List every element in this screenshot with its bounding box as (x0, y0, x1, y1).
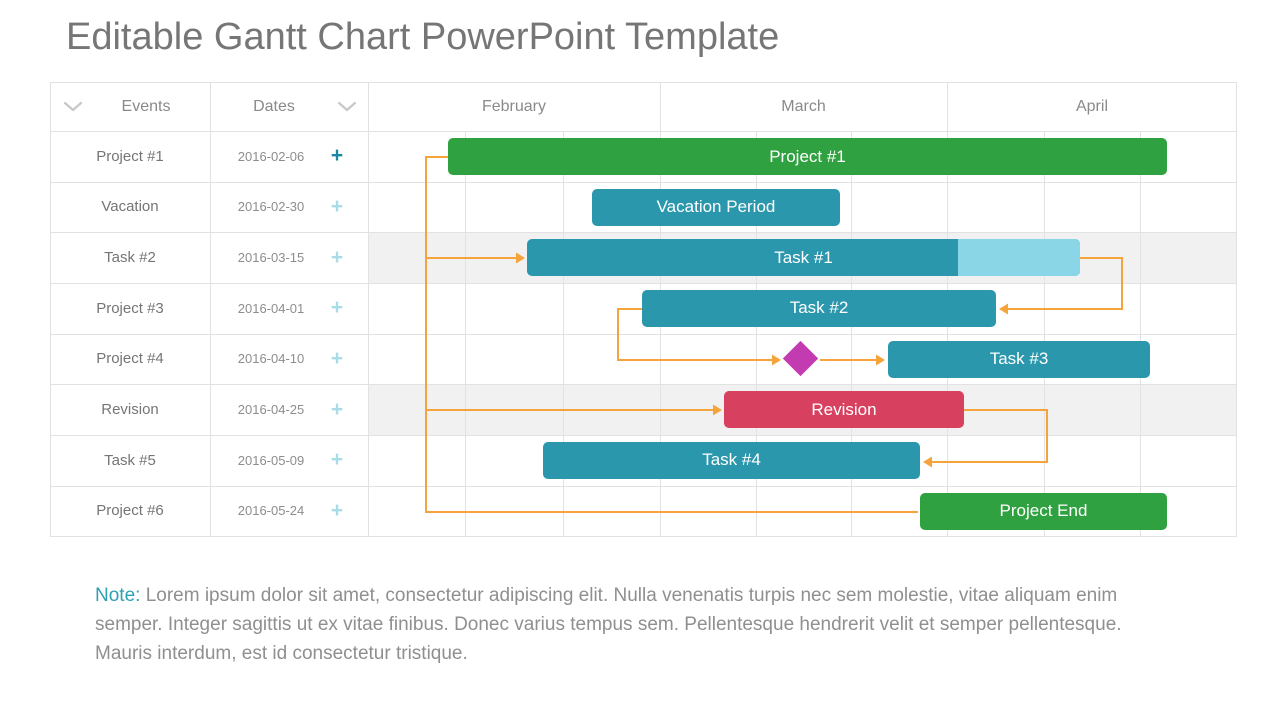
date-cell: 2016-04-25 (237, 402, 305, 418)
add-icon[interactable]: + (330, 296, 344, 320)
date-cell: 2016-04-10 (237, 351, 305, 367)
grid-subline (1140, 131, 1141, 536)
connector-arrowhead-icon (772, 354, 781, 366)
gantt-bar-label: Task #2 (789, 298, 849, 318)
gantt-bar[interactable]: Task #2 (642, 289, 996, 327)
gantt-bar[interactable]: Project #1 (448, 138, 1167, 175)
grid-hline (50, 536, 1237, 537)
gantt-bar-label: Task #1 (774, 247, 833, 267)
date-cell: 2016-02-06 (237, 148, 305, 164)
milestone-diamond[interactable] (782, 341, 818, 377)
gantt-bar[interactable]: Project End (920, 492, 1167, 530)
add-icon[interactable]: + (330, 144, 344, 168)
note-text: Note: Lorem ipsum dolor sit amet, consec… (95, 581, 1140, 668)
gantt-bar[interactable]: Vacation Period (592, 188, 840, 226)
note-body: Lorem ipsum dolor sit amet, consectetur … (95, 585, 1122, 664)
gantt-bar[interactable]: Task #4 (543, 441, 920, 479)
gantt-bar-label: Vacation Period (656, 197, 776, 217)
events-column-header: Events (50, 82, 210, 131)
grid-vline (368, 82, 369, 536)
event-cell: Vacation (101, 198, 159, 216)
chevron-down-icon[interactable] (64, 101, 82, 112)
event-cell: Project #1 (96, 147, 164, 165)
add-icon[interactable]: + (330, 194, 344, 218)
events-header-label: Events (121, 97, 171, 115)
grid-vline (1236, 82, 1237, 536)
grid-hline (50, 82, 1237, 83)
add-icon[interactable]: + (330, 397, 344, 421)
connector-arrowhead-icon (876, 354, 885, 366)
event-cell: Task #2 (104, 249, 156, 267)
add-icon[interactable]: + (330, 245, 344, 269)
date-cell: 2016-02-30 (237, 199, 305, 215)
dates-column-header: Dates (210, 82, 368, 131)
add-icon[interactable]: + (330, 448, 344, 472)
connector-arrowhead-icon (999, 303, 1008, 315)
month-header-february: February (481, 97, 547, 115)
date-cell: 2016-05-24 (237, 503, 305, 519)
page-title: Editable Gantt Chart PowerPoint Template (66, 16, 780, 58)
gantt-bar-label: Project #1 (769, 146, 846, 166)
dates-header-label: Dates (253, 97, 295, 115)
gantt-bar[interactable]: Task #1 (527, 239, 1080, 277)
grid-hline (50, 131, 1237, 132)
gantt-bar-label: Task #3 (989, 349, 1049, 369)
gantt-bar[interactable]: Revision (724, 391, 964, 429)
event-cell: Task #5 (104, 451, 156, 469)
add-icon[interactable]: + (330, 346, 344, 370)
event-cell: Project #3 (96, 299, 164, 317)
connector-arrowhead-icon (923, 456, 932, 468)
gantt-bar[interactable]: Task #3 (888, 340, 1150, 378)
event-cell: Project #6 (96, 502, 164, 520)
event-cell: Project #4 (96, 350, 164, 368)
grid-vline (210, 82, 211, 536)
add-icon[interactable]: + (330, 498, 344, 522)
date-cell: 2016-03-15 (237, 250, 305, 266)
note-label: Note: (95, 585, 141, 606)
date-cell: 2016-05-09 (237, 452, 305, 468)
event-cell: Revision (101, 401, 159, 419)
chevron-down-icon[interactable] (338, 101, 356, 112)
gantt-bar-label: Project End (999, 501, 1088, 521)
grid-vline (50, 82, 51, 536)
gantt-bar-label: Task #4 (702, 450, 761, 470)
grid-subline (1044, 131, 1045, 536)
date-cell: 2016-04-01 (237, 300, 305, 316)
month-header-april: April (1075, 97, 1108, 115)
month-header-march: March (781, 97, 826, 115)
gantt-bar-label: Revision (811, 399, 877, 419)
